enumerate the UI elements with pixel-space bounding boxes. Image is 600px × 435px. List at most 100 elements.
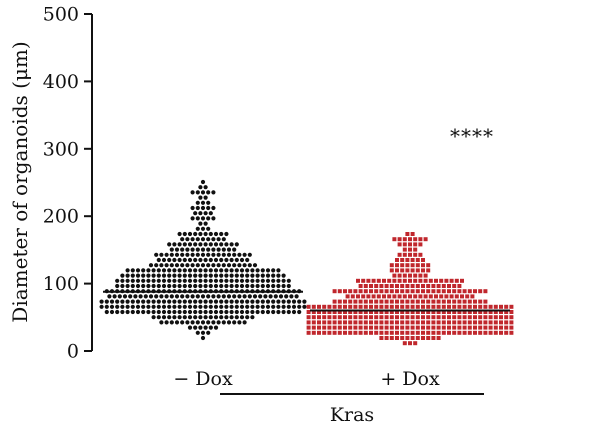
data-point xyxy=(410,299,415,304)
data-point xyxy=(141,283,146,289)
data-point xyxy=(363,320,368,325)
data-point xyxy=(219,309,224,315)
data-point xyxy=(250,299,255,304)
data-point xyxy=(226,263,232,268)
data-point xyxy=(229,257,234,263)
data-point xyxy=(164,294,169,299)
data-point xyxy=(206,247,211,252)
data-point xyxy=(322,304,327,309)
data-point xyxy=(423,278,428,283)
data-point xyxy=(462,304,467,309)
data-point xyxy=(203,185,208,190)
data-point xyxy=(198,211,203,216)
data-point xyxy=(467,304,472,309)
data-point xyxy=(281,273,286,278)
data-point xyxy=(374,299,379,304)
data-point xyxy=(182,315,187,320)
data-point xyxy=(161,273,167,278)
data-point xyxy=(405,263,410,268)
data-point xyxy=(237,252,242,257)
data-point xyxy=(405,320,410,325)
data-point xyxy=(211,205,216,211)
data-point xyxy=(200,252,206,257)
data-point xyxy=(493,330,498,335)
data-point xyxy=(379,310,384,314)
data-point xyxy=(337,330,342,335)
data-point xyxy=(358,325,363,330)
series-plus-dox-points xyxy=(306,232,514,346)
data-point xyxy=(395,315,399,320)
data-point xyxy=(457,304,462,309)
data-point xyxy=(369,315,373,320)
data-point xyxy=(146,283,151,289)
data-point xyxy=(234,257,239,263)
data-point xyxy=(413,237,418,242)
data-point xyxy=(392,237,397,242)
data-point xyxy=(348,330,353,335)
data-point xyxy=(229,315,234,320)
data-point xyxy=(462,325,467,330)
data-point xyxy=(473,320,477,325)
data-point xyxy=(247,263,252,268)
data-point xyxy=(133,294,138,299)
data-point xyxy=(229,278,234,283)
data-point xyxy=(441,325,446,330)
data-point xyxy=(125,268,130,273)
data-point xyxy=(156,257,161,263)
data-point xyxy=(363,330,368,335)
data-point xyxy=(234,283,239,289)
data-point xyxy=(374,310,379,314)
data-point xyxy=(467,310,472,314)
data-point xyxy=(146,304,151,309)
y-tick-label: 100 xyxy=(43,273,79,295)
data-point xyxy=(255,268,260,273)
data-point xyxy=(208,242,213,247)
data-point xyxy=(493,310,498,314)
data-point xyxy=(488,304,493,309)
data-point xyxy=(426,330,431,335)
data-point xyxy=(467,299,472,304)
data-point xyxy=(286,304,291,309)
data-point xyxy=(384,310,389,314)
data-point xyxy=(203,231,208,237)
data-point xyxy=(161,309,167,315)
data-point xyxy=(397,242,402,247)
data-point xyxy=(436,325,441,330)
data-point xyxy=(250,309,255,315)
data-point xyxy=(426,310,431,314)
data-point xyxy=(219,283,224,289)
data-point xyxy=(400,263,405,268)
data-point xyxy=(195,294,200,299)
data-point xyxy=(369,284,373,288)
data-point xyxy=(167,242,172,247)
data-point xyxy=(177,299,182,304)
data-point xyxy=(198,283,203,289)
data-point xyxy=(441,304,446,309)
data-point xyxy=(402,242,407,247)
data-point xyxy=(245,268,250,273)
data-point xyxy=(363,284,368,288)
data-point xyxy=(273,294,278,299)
data-point xyxy=(271,273,276,278)
data-point xyxy=(265,283,271,289)
data-point xyxy=(436,336,441,340)
data-point xyxy=(452,284,457,288)
data-point xyxy=(206,320,211,325)
data-point xyxy=(374,284,379,288)
data-point xyxy=(415,263,420,268)
data-point xyxy=(148,294,154,299)
data-point xyxy=(369,310,373,314)
data-point xyxy=(245,304,250,309)
data-point xyxy=(185,263,190,268)
data-point xyxy=(337,315,342,320)
data-point xyxy=(363,325,368,330)
data-point xyxy=(271,268,276,273)
data-point xyxy=(426,289,431,294)
data-point xyxy=(250,304,255,309)
data-point xyxy=(306,330,311,335)
data-point xyxy=(203,195,208,200)
data-point xyxy=(358,304,363,309)
data-point xyxy=(337,289,342,294)
data-point xyxy=(219,273,224,278)
y-axis-title: Diameter of organoids (μm) xyxy=(8,41,32,322)
